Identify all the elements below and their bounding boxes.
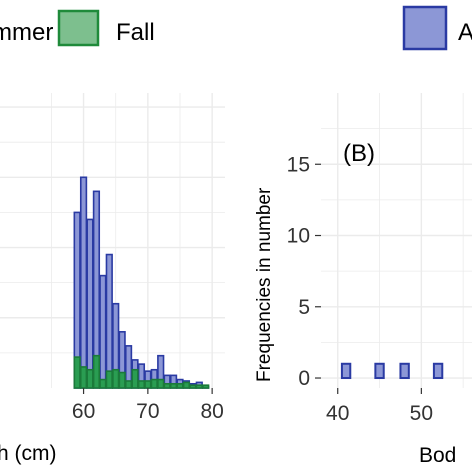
panel-a: 60 70 80 h (cm) bbox=[0, 93, 225, 465]
panel-b-ytick-label: 5 bbox=[298, 296, 310, 319]
panel-a-bar-fall-77 bbox=[189, 384, 197, 389]
panel-a-bar-fall-69 bbox=[137, 380, 146, 389]
panel-a-bar-fall-66 bbox=[118, 371, 126, 389]
panel-b-ytick-label: 0 bbox=[298, 367, 310, 390]
panel-a-xtick-label: 60 bbox=[72, 400, 95, 423]
panel-b-xtick-label: 50 bbox=[410, 402, 433, 425]
panel-a-bar-fall-60 bbox=[79, 366, 88, 389]
panel-b-bar-48 bbox=[399, 362, 410, 380]
panel-b: 0 5 10 15 40 50 (B) Frequencies in number Bod bbox=[254, 93, 472, 467]
panel-a-bar-fall-70 bbox=[144, 380, 152, 389]
panel-a-bar-blue-60 bbox=[79, 176, 88, 389]
panel-a-bar-fall-62 bbox=[92, 354, 101, 389]
panel-a-xtick-label: 80 bbox=[200, 400, 223, 423]
panel-b-annotation: (B) bbox=[343, 140, 375, 167]
panel-a-bar-fall-75 bbox=[176, 382, 184, 389]
panel-b-bar-45 bbox=[374, 362, 385, 380]
panel-a-bar-fall-76 bbox=[182, 381, 191, 389]
panel-a-x-axis-label: h (cm) bbox=[0, 442, 57, 465]
panel-a-bar-fall-63 bbox=[99, 378, 107, 389]
panel-b-bars bbox=[340, 362, 444, 380]
legend: mmer Fall A bbox=[0, 5, 472, 51]
panel-b-bar-52 bbox=[432, 362, 444, 380]
panel-b-x-axis-label: Bod bbox=[419, 444, 456, 467]
legend-key-autumn bbox=[402, 5, 448, 51]
legend-label-fall: Fall bbox=[116, 19, 155, 46]
panel-b-background bbox=[321, 93, 472, 388]
panel-a-xticks: 60 70 80 bbox=[72, 388, 224, 423]
panel-a-bar-fall-65 bbox=[112, 368, 120, 389]
panel-b-ytick-label: 10 bbox=[287, 225, 310, 248]
panel-a-bar-fall-74 bbox=[169, 382, 178, 389]
panel-a-bar-fall-79 bbox=[202, 384, 210, 389]
panel-b-xtick-label: 40 bbox=[326, 402, 349, 425]
legend-label-summer: mmer bbox=[0, 19, 53, 46]
panel-b-ticks: 0 5 10 15 40 50 bbox=[287, 153, 433, 425]
panel-a-bar-fall-61 bbox=[86, 368, 94, 389]
panel-a-bars bbox=[73, 176, 210, 389]
panel-a-bar-blue-63 bbox=[99, 274, 107, 389]
panel-a-bar-fall-72 bbox=[157, 378, 165, 389]
panel-a-bar-blue-61 bbox=[86, 218, 94, 389]
panel-b-ytick-label: 15 bbox=[287, 153, 310, 176]
panel-a-bar-fall-73 bbox=[163, 382, 171, 389]
panel-a-bar-fall-68 bbox=[131, 368, 139, 389]
panel-b-y-axis-label: Frequencies in number bbox=[254, 187, 275, 382]
legend-label-autumn: A bbox=[458, 19, 472, 46]
panel-a-bar-fall-78 bbox=[195, 384, 203, 389]
panel-a-xtick-label: 70 bbox=[136, 400, 159, 423]
panel-a-bar-fall-71 bbox=[150, 378, 158, 389]
panel-b-gridlines bbox=[321, 93, 472, 388]
panel-a-bar-fall-64 bbox=[105, 370, 113, 389]
panel-b-bar-41 bbox=[340, 362, 352, 380]
panel-a-bar-fall-59 bbox=[73, 356, 81, 389]
panel-a-bar-blue-64 bbox=[105, 253, 113, 389]
panel-a-bar-fall-67 bbox=[124, 380, 133, 389]
legend-key-fall bbox=[57, 9, 100, 47]
